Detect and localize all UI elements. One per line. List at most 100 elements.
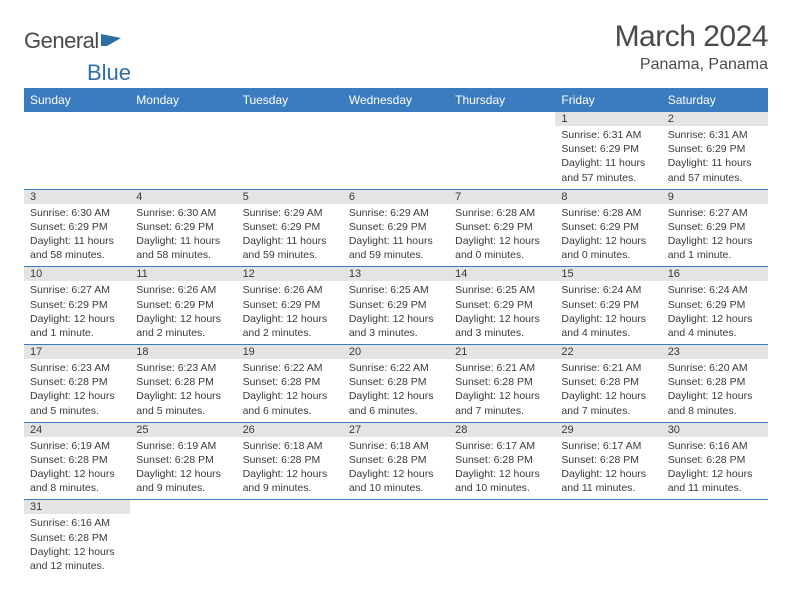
sunset-line: Sunset: 6:28 PM [243, 375, 337, 389]
day-number: 1 [555, 112, 661, 126]
day-details: Sunrise: 6:23 AMSunset: 6:28 PMDaylight:… [130, 359, 236, 422]
calendar-row: 1Sunrise: 6:31 AMSunset: 6:29 PMDaylight… [24, 112, 768, 189]
calendar-row: 3Sunrise: 6:30 AMSunset: 6:29 PMDaylight… [24, 189, 768, 267]
sunset-line: Sunset: 6:28 PM [349, 375, 443, 389]
calendar-cell: 12Sunrise: 6:26 AMSunset: 6:29 PMDayligh… [237, 267, 343, 345]
calendar-table: Sunday Monday Tuesday Wednesday Thursday… [24, 88, 768, 577]
day-details: Sunrise: 6:26 AMSunset: 6:29 PMDaylight:… [237, 281, 343, 344]
calendar-cell: 2Sunrise: 6:31 AMSunset: 6:29 PMDaylight… [662, 112, 768, 189]
daylight-line: Daylight: 12 hours and 7 minutes. [455, 389, 549, 417]
day-number: 5 [237, 190, 343, 204]
calendar-body: 1Sunrise: 6:31 AMSunset: 6:29 PMDaylight… [24, 112, 768, 577]
weekday-header: Monday [130, 88, 236, 112]
calendar-cell: 19Sunrise: 6:22 AMSunset: 6:28 PMDayligh… [237, 345, 343, 423]
sunset-line: Sunset: 6:29 PM [136, 220, 230, 234]
calendar-cell: 6Sunrise: 6:29 AMSunset: 6:29 PMDaylight… [343, 189, 449, 267]
sunrise-line: Sunrise: 6:19 AM [30, 439, 124, 453]
sunset-line: Sunset: 6:28 PM [455, 375, 549, 389]
calendar-cell: 21Sunrise: 6:21 AMSunset: 6:28 PMDayligh… [449, 345, 555, 423]
sunrise-line: Sunrise: 6:16 AM [30, 516, 124, 530]
calendar-cell: 11Sunrise: 6:26 AMSunset: 6:29 PMDayligh… [130, 267, 236, 345]
sunset-line: Sunset: 6:29 PM [243, 220, 337, 234]
day-number: 29 [555, 423, 661, 437]
daylight-line: Daylight: 12 hours and 1 minute. [30, 312, 124, 340]
daylight-line: Daylight: 12 hours and 5 minutes. [136, 389, 230, 417]
daylight-line: Daylight: 12 hours and 8 minutes. [668, 389, 762, 417]
sunset-line: Sunset: 6:28 PM [30, 375, 124, 389]
sunrise-line: Sunrise: 6:28 AM [455, 206, 549, 220]
calendar-cell [343, 112, 449, 189]
month-title: March 2024 [615, 20, 768, 54]
daylight-line: Daylight: 11 hours and 57 minutes. [668, 156, 762, 184]
sunrise-line: Sunrise: 6:31 AM [561, 128, 655, 142]
calendar-cell: 15Sunrise: 6:24 AMSunset: 6:29 PMDayligh… [555, 267, 661, 345]
calendar-cell [237, 112, 343, 189]
logo-text-general: General [24, 28, 99, 54]
daylight-line: Daylight: 12 hours and 6 minutes. [349, 389, 443, 417]
day-number: 27 [343, 423, 449, 437]
sunrise-line: Sunrise: 6:18 AM [243, 439, 337, 453]
day-number: 8 [555, 190, 661, 204]
sunrise-line: Sunrise: 6:23 AM [136, 361, 230, 375]
sunset-line: Sunset: 6:28 PM [668, 375, 762, 389]
sunset-line: Sunset: 6:29 PM [561, 142, 655, 156]
calendar-cell [130, 112, 236, 189]
calendar-cell: 29Sunrise: 6:17 AMSunset: 6:28 PMDayligh… [555, 422, 661, 500]
sunrise-line: Sunrise: 6:22 AM [243, 361, 337, 375]
sunset-line: Sunset: 6:29 PM [30, 298, 124, 312]
day-number: 2 [662, 112, 768, 126]
daylight-line: Daylight: 12 hours and 3 minutes. [455, 312, 549, 340]
day-details: Sunrise: 6:29 AMSunset: 6:29 PMDaylight:… [343, 204, 449, 267]
day-details: Sunrise: 6:29 AMSunset: 6:29 PMDaylight:… [237, 204, 343, 267]
calendar-cell: 22Sunrise: 6:21 AMSunset: 6:28 PMDayligh… [555, 345, 661, 423]
day-number: 18 [130, 345, 236, 359]
calendar-cell: 5Sunrise: 6:29 AMSunset: 6:29 PMDaylight… [237, 189, 343, 267]
sunset-line: Sunset: 6:29 PM [455, 298, 549, 312]
sunrise-line: Sunrise: 6:30 AM [136, 206, 230, 220]
calendar-cell [555, 500, 661, 577]
day-number: 10 [24, 267, 130, 281]
daylight-line: Daylight: 12 hours and 9 minutes. [136, 467, 230, 495]
sunset-line: Sunset: 6:29 PM [349, 298, 443, 312]
weekday-header: Friday [555, 88, 661, 112]
sunset-line: Sunset: 6:29 PM [561, 298, 655, 312]
day-details: Sunrise: 6:18 AMSunset: 6:28 PMDaylight:… [237, 437, 343, 500]
daylight-line: Daylight: 12 hours and 5 minutes. [30, 389, 124, 417]
sunrise-line: Sunrise: 6:30 AM [30, 206, 124, 220]
calendar-cell: 3Sunrise: 6:30 AMSunset: 6:29 PMDaylight… [24, 189, 130, 267]
sunset-line: Sunset: 6:28 PM [455, 453, 549, 467]
calendar-cell: 4Sunrise: 6:30 AMSunset: 6:29 PMDaylight… [130, 189, 236, 267]
calendar-cell [662, 500, 768, 577]
day-number: 14 [449, 267, 555, 281]
daylight-line: Daylight: 11 hours and 57 minutes. [561, 156, 655, 184]
sunset-line: Sunset: 6:28 PM [243, 453, 337, 467]
day-number: 7 [449, 190, 555, 204]
day-number: 30 [662, 423, 768, 437]
day-number: 23 [662, 345, 768, 359]
day-details: Sunrise: 6:16 AMSunset: 6:28 PMDaylight:… [24, 514, 130, 577]
calendar-cell: 20Sunrise: 6:22 AMSunset: 6:28 PMDayligh… [343, 345, 449, 423]
sunrise-line: Sunrise: 6:26 AM [136, 283, 230, 297]
sunset-line: Sunset: 6:29 PM [668, 142, 762, 156]
sunrise-line: Sunrise: 6:24 AM [561, 283, 655, 297]
daylight-line: Daylight: 12 hours and 2 minutes. [243, 312, 337, 340]
daylight-line: Daylight: 12 hours and 1 minute. [668, 234, 762, 262]
weekday-header: Tuesday [237, 88, 343, 112]
calendar-row: 10Sunrise: 6:27 AMSunset: 6:29 PMDayligh… [24, 267, 768, 345]
calendar-row: 24Sunrise: 6:19 AMSunset: 6:28 PMDayligh… [24, 422, 768, 500]
sunrise-line: Sunrise: 6:22 AM [349, 361, 443, 375]
calendar-cell: 9Sunrise: 6:27 AMSunset: 6:29 PMDaylight… [662, 189, 768, 267]
calendar-cell [343, 500, 449, 577]
sunrise-line: Sunrise: 6:20 AM [668, 361, 762, 375]
sunset-line: Sunset: 6:29 PM [136, 298, 230, 312]
sunset-line: Sunset: 6:28 PM [136, 453, 230, 467]
sunset-line: Sunset: 6:28 PM [668, 453, 762, 467]
day-details: Sunrise: 6:22 AMSunset: 6:28 PMDaylight:… [237, 359, 343, 422]
day-details: Sunrise: 6:23 AMSunset: 6:28 PMDaylight:… [24, 359, 130, 422]
sunrise-line: Sunrise: 6:21 AM [561, 361, 655, 375]
sunrise-line: Sunrise: 6:26 AM [243, 283, 337, 297]
day-number: 4 [130, 190, 236, 204]
day-details: Sunrise: 6:24 AMSunset: 6:29 PMDaylight:… [555, 281, 661, 344]
daylight-line: Daylight: 12 hours and 11 minutes. [561, 467, 655, 495]
day-details: Sunrise: 6:24 AMSunset: 6:29 PMDaylight:… [662, 281, 768, 344]
